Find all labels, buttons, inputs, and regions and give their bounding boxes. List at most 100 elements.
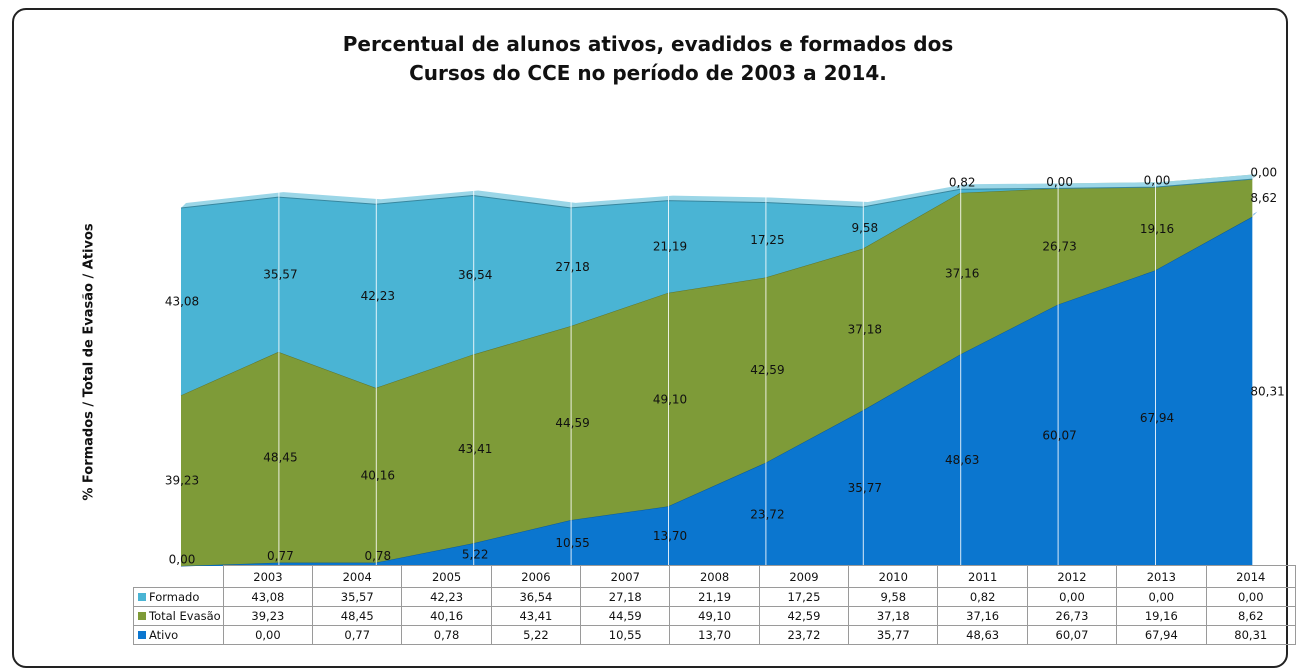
data-label-formado-2007: 27,18 <box>555 260 589 274</box>
category-label-2005: 2005 <box>401 565 492 588</box>
table-cell-ativo-2005: 0,78 <box>401 625 492 645</box>
table-cell-ativo-2006: 5,22 <box>490 625 582 645</box>
data-label-ativo-2007: 10,55 <box>555 536 589 550</box>
data-label-ativo-2008: 13,70 <box>653 529 687 543</box>
data-label-formado-2012: 0,00 <box>1046 175 1073 189</box>
data-table: 2003 2004 2005 2006 2007 2008 2009 2010 2011 2012… <box>133 565 1296 645</box>
data-label-ativo-2006: 5,22 <box>462 548 489 562</box>
table-cell-formado-2009: 17,25 <box>758 587 850 607</box>
table-cell-total-evas-o-2009: 42,59 <box>758 606 850 626</box>
table-cell-ativo-2014: 80,31 <box>1205 625 1296 645</box>
data-label-formado-2008: 21,19 <box>653 240 687 254</box>
table-cell-ativo-2013: 67,94 <box>1116 625 1207 645</box>
data-label-ativo-2012: 60,07 <box>1042 428 1076 442</box>
data-label-ativo-2003: 0,00 <box>169 552 196 566</box>
table-cell-ativo-2009: 23,72 <box>758 625 850 645</box>
table-cell-ativo-2012: 60,07 <box>1026 625 1118 645</box>
table-cell-formado-2004: 35,57 <box>312 587 403 607</box>
table-cell-formado-2013: 0,00 <box>1116 587 1207 607</box>
table-cell-total-evas-o-2008: 49,10 <box>669 606 760 626</box>
data-label-total-evas-o-2009: 42,59 <box>750 363 784 377</box>
data-label-total-evas-o-2011: 37,16 <box>945 267 979 281</box>
table-header-row: 2003 2004 2005 2006 2007 2008 2009 2010 2011 2012… <box>133 565 1296 588</box>
table-cell-formado-2006: 36,54 <box>490 587 582 607</box>
table-cell-total-evas-o-2006: 43,41 <box>490 606 582 626</box>
chart-title-line-1: Percentual de alunos ativos, evadidos e … <box>342 32 954 56</box>
table-cell-ativo-2010: 35,77 <box>848 625 939 645</box>
data-label-ativo-2014: 80,31 <box>1250 384 1284 398</box>
table-cell-ativo-2011: 48,63 <box>937 625 1028 645</box>
data-label-formado-2009: 17,25 <box>750 233 784 247</box>
category-label-2011: 2011 <box>937 565 1028 588</box>
table-cell-formado-2008: 21,19 <box>669 587 760 607</box>
category-label-2010: 2010 <box>848 565 939 588</box>
table-cell-total-evas-o-2013: 19,16 <box>1116 606 1207 626</box>
data-label-total-evas-o-2007: 44,59 <box>555 416 589 430</box>
chart-title-line-2: Cursos do CCE no período de 2003 a 2014. <box>409 61 887 85</box>
table-cell-ativo-2007: 10,55 <box>580 625 671 645</box>
legend-swatch-formado <box>138 593 146 601</box>
data-label-formado-2013: 0,00 <box>1144 174 1171 188</box>
data-label-total-evas-o-2010: 37,18 <box>848 323 882 337</box>
table-cell-formado-2014: 0,00 <box>1205 587 1296 607</box>
data-label-formado-2011: 0,82 <box>949 176 976 190</box>
area-formado <box>181 179 1253 396</box>
area-total-evas-o <box>181 179 1253 567</box>
data-label-total-evas-o-2006: 43,41 <box>458 442 492 456</box>
data-label-total-evas-o-2008: 49,10 <box>653 393 687 407</box>
category-label-2004: 2004 <box>312 565 403 588</box>
data-label-formado-2003: 43,08 <box>165 295 199 309</box>
legend-swatch-total-evas-o <box>138 612 146 620</box>
table-cell-total-evas-o-2012: 26,73 <box>1026 606 1118 626</box>
table-cell-total-evas-o-2005: 40,16 <box>401 606 492 626</box>
table-corner <box>133 565 224 588</box>
data-label-ativo-2011: 48,63 <box>945 453 979 467</box>
table-cell-formado-2007: 27,18 <box>580 587 671 607</box>
data-label-ativo-2010: 35,77 <box>848 481 882 495</box>
area-line-formado <box>180 178 1253 209</box>
data-label-ativo-2005: 0,78 <box>364 549 391 563</box>
table-cell-total-evas-o-2007: 44,59 <box>580 606 671 626</box>
legend-label-total-evas-o: Total Evasão <box>149 609 221 623</box>
table-row-ativo: Ativo 0,00 0,77 0,78 5,22 10,55 13,70 23,72 35,7… <box>133 625 1296 645</box>
table-cell-formado-2003: 43,08 <box>222 587 314 607</box>
legend-label-ativo: Ativo <box>149 628 179 642</box>
table-row-total-evas-o: Total Evasão 39,23 48,45 40,16 43,41 44,59 49,… <box>133 606 1296 626</box>
data-label-ativo-2013: 67,94 <box>1140 411 1174 425</box>
table-cell-ativo-2004: 0,77 <box>312 625 403 645</box>
table-cell-total-evas-o-2010: 37,18 <box>848 606 939 626</box>
data-label-formado-2014: 0,00 <box>1250 166 1277 180</box>
data-label-formado-2005: 42,23 <box>361 289 395 303</box>
data-label-formado-2004: 35,57 <box>263 268 297 282</box>
data-label-total-evas-o-2012: 26,73 <box>1042 240 1076 254</box>
chart-title: Percentual de alunos ativos, evadidos e … <box>0 30 1296 88</box>
category-label-2006: 2006 <box>490 565 582 588</box>
data-label-total-evas-o-2004: 48,45 <box>263 450 297 464</box>
table-cell-formado-2011: 0,82 <box>937 587 1028 607</box>
data-label-ativo-2004: 0,77 <box>267 549 294 563</box>
data-label-ativo-2009: 23,72 <box>750 507 784 521</box>
data-label-formado-2006: 36,54 <box>458 268 492 282</box>
data-label-formado-2010: 9,58 <box>851 221 878 235</box>
legend-entry-formado: Formado <box>133 587 224 607</box>
data-label-total-evas-o-2005: 40,16 <box>361 468 395 482</box>
table-cell-formado-2005: 42,23 <box>401 587 492 607</box>
table-cell-formado-2012: 0,00 <box>1026 587 1118 607</box>
area-ativo <box>181 216 1253 567</box>
table-cell-total-evas-o-2003: 39,23 <box>222 606 314 626</box>
table-cell-formado-2010: 9,58 <box>848 587 939 607</box>
table-cell-total-evas-o-2004: 48,45 <box>312 606 403 626</box>
legend-label-formado: Formado <box>149 590 200 604</box>
legend-swatch-ativo <box>138 631 146 639</box>
data-label-total-evas-o-2014: 8,62 <box>1250 191 1277 205</box>
table-row-formado: Formado 43,08 35,57 42,23 36,54 27,18 21,19 17,… <box>133 587 1296 607</box>
data-label-total-evas-o-2003: 39,23 <box>165 474 199 488</box>
category-label-2008: 2008 <box>669 565 760 588</box>
category-label-2012: 2012 <box>1026 565 1118 588</box>
table-cell-ativo-2008: 13,70 <box>669 625 760 645</box>
category-label-2013: 2013 <box>1116 565 1207 588</box>
table-cell-total-evas-o-2011: 37,16 <box>937 606 1028 626</box>
table-cell-ativo-2003: 0,00 <box>222 625 314 645</box>
legend-entry-ativo: Ativo <box>133 625 224 645</box>
